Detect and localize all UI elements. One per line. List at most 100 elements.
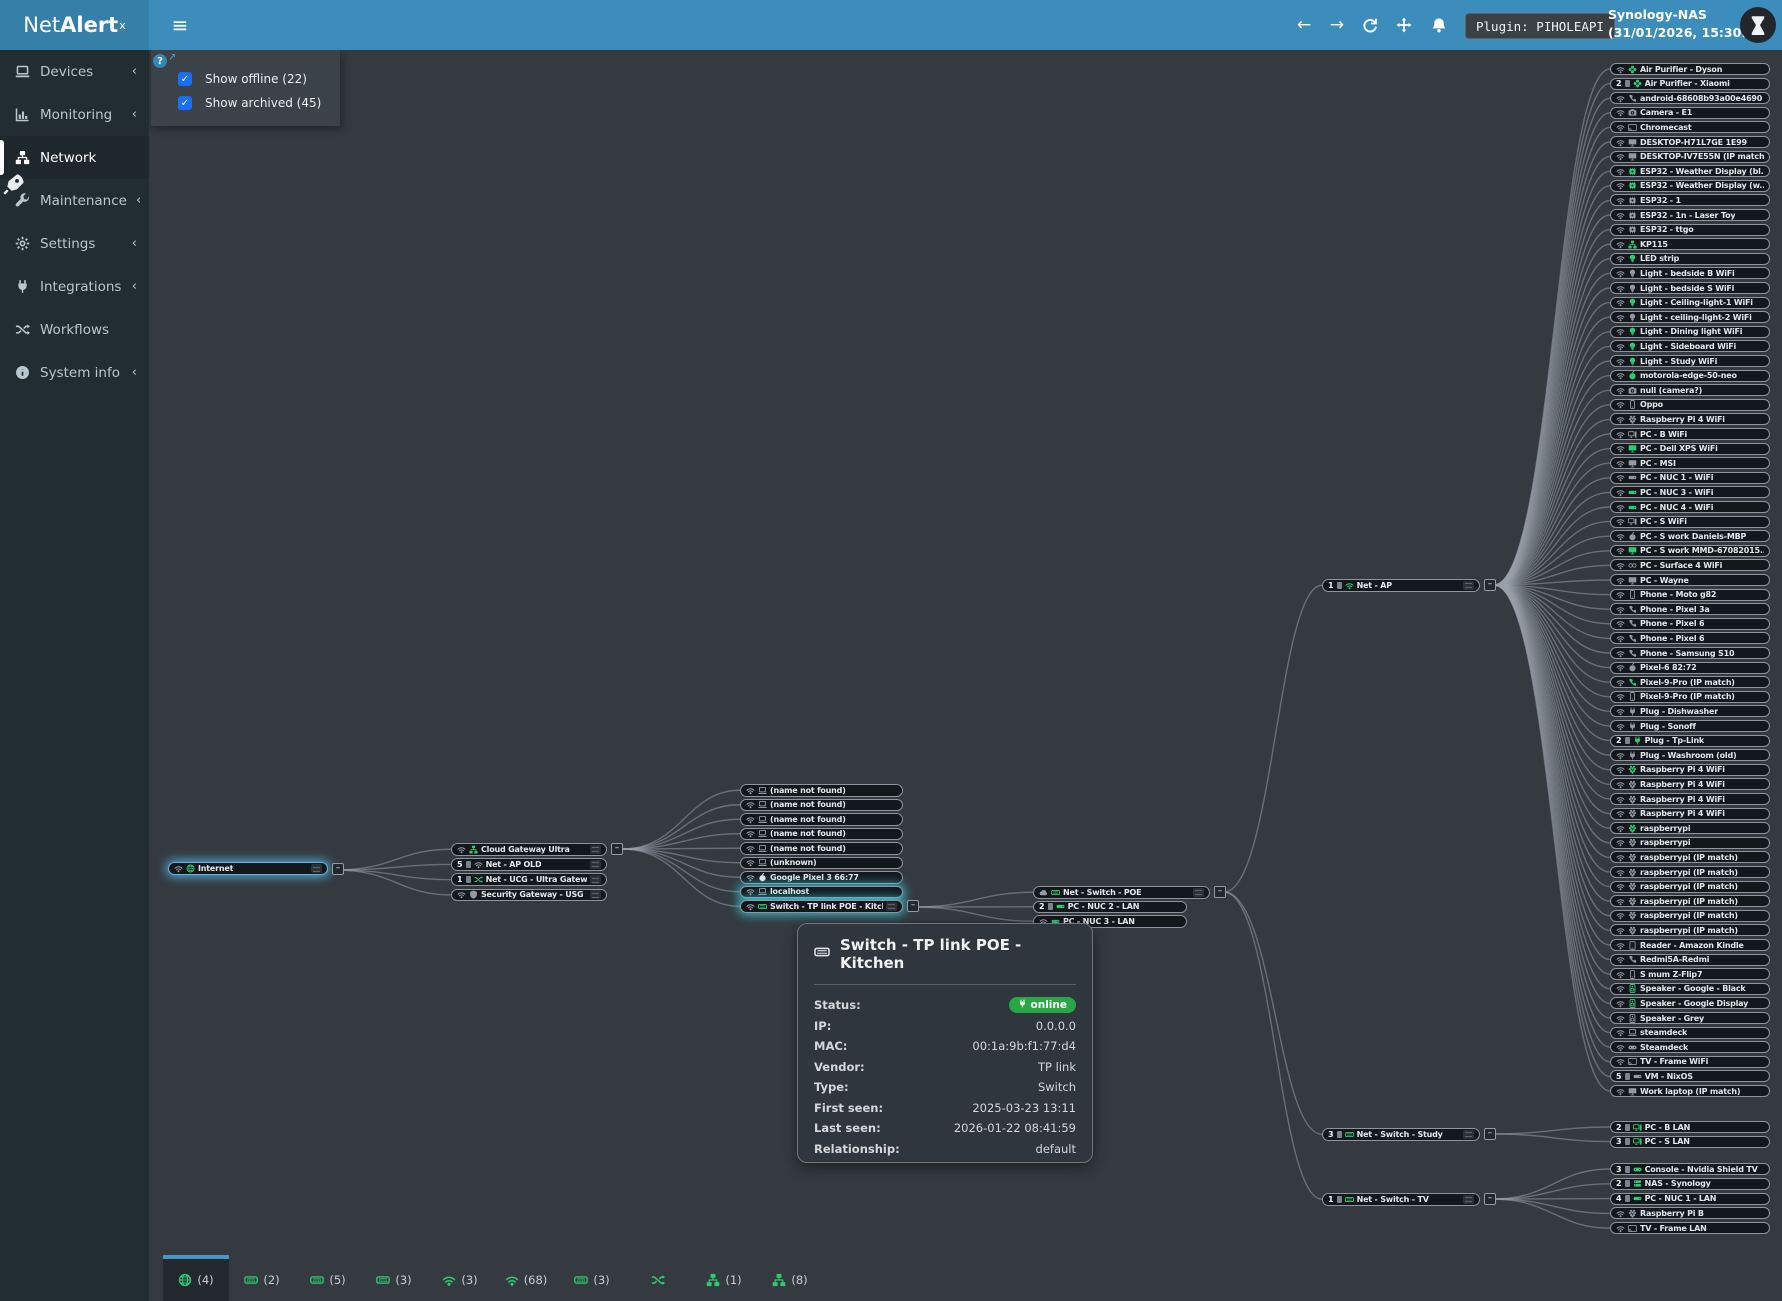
graph-node[interactable]: PC - MSI: [1610, 457, 1770, 470]
graph-node[interactable]: raspberrypi: [1610, 822, 1770, 835]
graph-node[interactable]: raspberrypi (IP match): [1610, 924, 1770, 937]
sidebar-item-integrations[interactable]: Integrations ‹: [0, 265, 149, 308]
graph-node[interactable]: Light - Study WiFi: [1610, 355, 1770, 367]
graph-node[interactable]: PC - Surface 4 WiFi: [1610, 559, 1770, 572]
graph-node[interactable]: Pixel-9-Pro (IP match): [1610, 690, 1770, 703]
graph-node[interactable]: Raspberry Pi 4 WiFi: [1610, 763, 1770, 776]
graph-node[interactable]: Phone - Samsung S10: [1610, 647, 1770, 659]
graph-node[interactable]: raspberrypi (IP match): [1610, 866, 1770, 878]
graph-node[interactable]: PC - S work Daniels-MBP: [1610, 530, 1770, 543]
graph-node[interactable]: ESP32 - 1: [1610, 194, 1770, 207]
sidebar-item-monitoring[interactable]: Monitoring ‹: [0, 93, 149, 136]
graph-node[interactable]: 2 Air Purifier - Xiaomi: [1610, 77, 1770, 90]
graph-node[interactable]: PC - B WiFi: [1610, 428, 1770, 440]
node-menu-icon[interactable]: [886, 901, 897, 911]
root-tab-1[interactable]: (4): [163, 1255, 229, 1301]
graph-node[interactable]: DESKTOP-H71L7GE 1E99: [1610, 136, 1770, 148]
graph-node[interactable]: KP115: [1610, 238, 1770, 251]
node-menu-icon[interactable]: [1463, 1194, 1474, 1204]
graph-node[interactable]: PC - NUC 4 - WiFi: [1610, 501, 1770, 513]
graph-node[interactable]: ESP32 - Weather Display (bl...: [1610, 165, 1770, 178]
graph-node[interactable]: (name not found): [740, 813, 903, 826]
node-menu-icon[interactable]: [590, 859, 601, 869]
root-tab-10[interactable]: (8): [757, 1255, 823, 1301]
graph-node[interactable]: LED strip: [1610, 252, 1770, 265]
graph-node[interactable]: 3 Console - Nvidia Shield TV: [1610, 1163, 1770, 1175]
graph-node[interactable]: 2 PC - NUC 2 - LAN: [1033, 900, 1187, 913]
collapse-node-button[interactable]: –: [1484, 1193, 1496, 1206]
graph-node[interactable]: 2 Plug - Tp-Link: [1610, 734, 1770, 747]
nav-back-button[interactable]: ←: [1296, 15, 1312, 35]
graph-node[interactable]: Camera - E1: [1610, 106, 1770, 119]
node-menu-icon[interactable]: [590, 890, 601, 900]
graph-node[interactable]: (name not found): [740, 798, 903, 811]
graph-node[interactable]: Light - Ceiling-light-1 WiFi: [1610, 296, 1770, 309]
collapse-node-button[interactable]: –: [1484, 1128, 1496, 1141]
sidebar-item-maintenance[interactable]: Maintenance ‹: [0, 179, 149, 222]
graph-node[interactable]: 2 PC - B LAN: [1610, 1121, 1770, 1133]
graph-node[interactable]: Redmi5A-Redmi: [1610, 953, 1770, 966]
sidebar-item-devices[interactable]: Devices ‹: [0, 50, 149, 93]
graph-node[interactable]: DESKTOP-IV7E55N (IP match): [1610, 150, 1770, 163]
graph-node[interactable]: Raspberry Pi 4 WiFi: [1610, 807, 1770, 820]
graph-node[interactable]: Raspberry Pi B: [1610, 1207, 1770, 1220]
graph-node[interactable]: Chromecast: [1610, 121, 1770, 134]
graph-node[interactable]: Work laptop (IP match): [1610, 1085, 1770, 1097]
app-logo[interactable]: Net Alert x: [0, 0, 149, 50]
root-tab-3[interactable]: (5): [295, 1255, 361, 1301]
graph-node[interactable]: Speaker - Google - Black: [1610, 982, 1770, 995]
graph-node[interactable]: Light - ceiling-light-2 WiFi: [1610, 311, 1770, 324]
graph-node[interactable]: ESP32 - 1n - Laser Toy: [1610, 209, 1770, 221]
graph-node[interactable]: raspberrypi (IP match): [1610, 909, 1770, 922]
graph-node[interactable]: PC - NUC 3 - WiFi: [1610, 486, 1770, 499]
graph-node[interactable]: null (camera?): [1610, 384, 1770, 397]
root-tab-7[interactable]: (3): [559, 1255, 625, 1301]
graph-node[interactable]: Phone - Pixel 3a: [1610, 603, 1770, 616]
graph-node[interactable]: Oppo: [1610, 398, 1770, 411]
graph-node[interactable]: Pixel-9-Pro (IP match): [1610, 676, 1770, 689]
collapse-node-button[interactable]: –: [611, 843, 623, 856]
node-menu-icon[interactable]: [1193, 887, 1204, 897]
graph-node[interactable]: TV - Frame LAN: [1610, 1222, 1770, 1235]
graph-node[interactable]: PC - S WiFi: [1610, 515, 1770, 528]
collapse-node-button[interactable]: –: [332, 862, 344, 875]
graph-node[interactable]: Cloud Gateway Ultra: [451, 843, 607, 856]
graph-node[interactable]: ESP32 - ttgo: [1610, 223, 1770, 236]
graph-node[interactable]: Net - Switch - POE: [1033, 886, 1210, 899]
graph-node[interactable]: raspberrypi: [1610, 836, 1770, 849]
plugin-status-badge[interactable]: Plugin: PIHOLEAPI: [1465, 13, 1615, 39]
graph-node[interactable]: ESP32 - Weather Display (w...: [1610, 179, 1770, 192]
root-tab-8[interactable]: [625, 1255, 691, 1301]
graph-node[interactable]: PC - Wayne: [1610, 574, 1770, 586]
graph-node[interactable]: android-68608b93a00e4690: [1610, 92, 1770, 105]
node-menu-icon[interactable]: [590, 844, 601, 854]
graph-node[interactable]: 3 Net - Switch - Study: [1322, 1128, 1480, 1141]
graph-node[interactable]: Phone - Moto g82: [1610, 588, 1770, 601]
checkbox[interactable]: ✓: [178, 72, 192, 86]
graph-node[interactable]: Phone - Pixel 6: [1610, 617, 1770, 630]
graph-node[interactable]: 5 Net - AP OLD: [451, 858, 607, 871]
notifications-button[interactable]: [1424, 0, 1454, 50]
graph-node[interactable]: Plug - Dishwasher: [1610, 705, 1770, 718]
graph-node[interactable]: Raspberry Pi 4 WiFi: [1610, 413, 1770, 426]
sidebar-item-workflows[interactable]: Workflows: [0, 308, 149, 351]
root-tab-2[interactable]: (2): [229, 1255, 295, 1301]
root-tab-6[interactable]: (68): [493, 1255, 559, 1301]
graph-node[interactable]: Internet: [168, 862, 328, 875]
graph-node[interactable]: Light - bedside B WiFi: [1610, 267, 1770, 280]
graph-node[interactable]: Security Gateway - USG: [451, 888, 607, 902]
nav-forward-button[interactable]: →: [1329, 15, 1345, 35]
graph-node[interactable]: raspberrypi (IP match): [1610, 880, 1770, 893]
graph-node[interactable]: (name not found): [740, 842, 903, 855]
graph-node[interactable]: 2 NAS - Synology: [1610, 1177, 1770, 1190]
root-tab-5[interactable]: (3): [427, 1255, 493, 1301]
graph-node[interactable]: PC - NUC 1 - WiFi: [1610, 471, 1770, 484]
sidebar-item-settings[interactable]: Settings ‹: [0, 222, 149, 265]
graph-node[interactable]: Reader - Amazon Kindle: [1610, 939, 1770, 951]
pan-mode-button[interactable]: [1389, 0, 1419, 50]
user-avatar[interactable]: [1740, 7, 1776, 43]
node-menu-icon[interactable]: [311, 864, 322, 873]
graph-node[interactable]: Phone - Pixel 6: [1610, 632, 1770, 645]
collapse-node-button[interactable]: –: [1214, 886, 1226, 899]
refresh-button[interactable]: [1355, 0, 1385, 50]
